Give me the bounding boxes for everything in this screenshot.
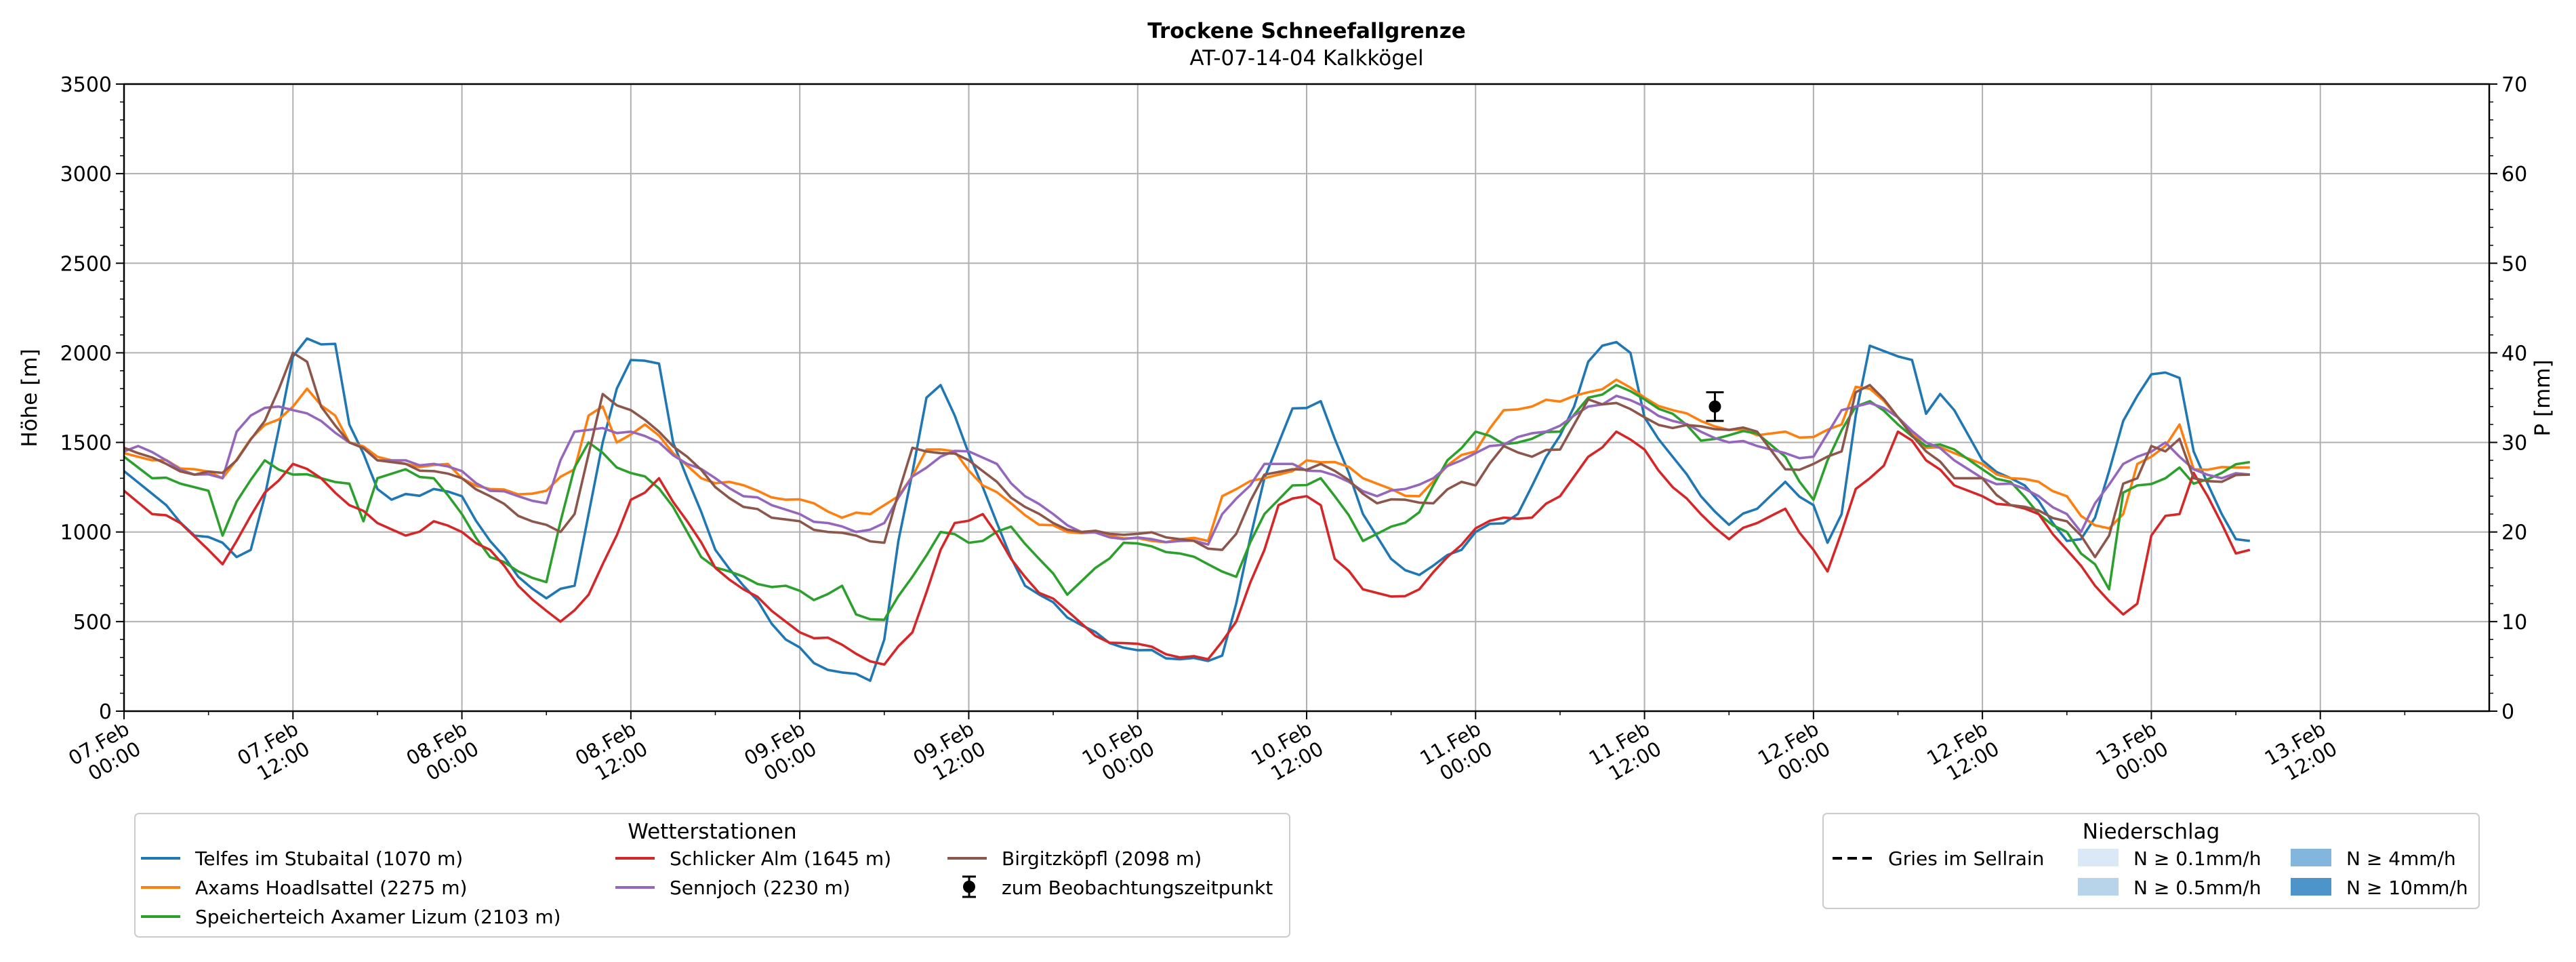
legend-precip-label: N ≥ 0.5mm/h — [2133, 877, 2261, 899]
legend-precip-label: N ≥ 0.1mm/h — [2133, 847, 2261, 870]
y-right-tick-label: 10 — [2501, 611, 2527, 635]
y-axis-right-label: P [mm] — [2531, 359, 2555, 436]
legend-observation-label: zum Beobachtungszeitpunkt — [1002, 877, 1273, 899]
y-right-tick-label: 60 — [2501, 163, 2527, 186]
series-line-1 — [123, 337, 2251, 682]
grid — [123, 83, 2489, 712]
y-axis-label: Höhe [m] — [18, 348, 42, 447]
legend-observation-marker — [963, 881, 975, 893]
legend-stations-frame — [134, 813, 1290, 938]
legend-precip-label: N ≥ 4mm/h — [2346, 847, 2456, 870]
y-right-tick-label: 0 — [2501, 700, 2514, 724]
legend-station-label: Axams Hoadlsattel (2275 m) — [195, 877, 467, 899]
series-line-3 — [123, 384, 2251, 622]
legend-stations-title: Wetterstationen — [628, 820, 796, 844]
y-tick-label: 3500 — [60, 73, 112, 97]
series-line-5 — [123, 395, 2250, 546]
observation-point — [1709, 400, 1721, 413]
y-tick-label: 3000 — [60, 163, 112, 186]
legend-precipitation: Niederschlag Gries im Sellrain N ≥ 0.1mm/… — [1822, 813, 2480, 909]
legend-precip-label: Gries im Sellrain — [1888, 847, 2044, 870]
y-tick-label: 500 — [73, 611, 112, 635]
y-tick-label: 2500 — [60, 252, 112, 276]
legend-station-label: Schlicker Alm (1645 m) — [670, 847, 891, 870]
chart-title: Trockene Schneefallgrenze — [1147, 19, 1466, 43]
y-right-tick-label: 40 — [2501, 342, 2527, 365]
legend-precip-swatch — [2078, 849, 2119, 866]
legend-precip-swatch — [2078, 878, 2119, 896]
axes: 0 500 1000 1500 2000 2500 3000 3500 0 10 20 30 40 50 6… — [60, 73, 2528, 786]
series-line-4 — [123, 430, 2251, 666]
y-tick-label: 1500 — [60, 432, 112, 456]
y-right-tick-label: 30 — [2501, 432, 2527, 456]
series-line-6 — [123, 351, 2250, 559]
legend-station-label: Sennjoch (2230 m) — [670, 877, 851, 899]
y-tick-label: 1000 — [60, 521, 112, 545]
legend-precip-title: Niederschlag — [2083, 820, 2220, 844]
legend-station-label: Telfes im Stubaital (1070 m) — [195, 847, 463, 870]
y-tick-label: 2000 — [60, 342, 112, 365]
legend-precip-swatch — [2291, 878, 2331, 896]
series-line-2 — [123, 378, 2250, 544]
y-right-tick-label: 70 — [2501, 73, 2527, 97]
series-lines — [123, 337, 2251, 682]
legend-precip-swatch — [2291, 849, 2331, 866]
observation-markers — [1706, 391, 1724, 422]
legend-station-label: Birgitzköpfl (2098 m) — [1002, 847, 1202, 870]
y-right-tick-label: 50 — [2501, 252, 2527, 276]
y-tick-label: 0 — [99, 700, 112, 724]
legend-precip-label: N ≥ 10mm/h — [2346, 877, 2468, 899]
y-right-tick-label: 20 — [2501, 521, 2527, 545]
chart-subtitle: AT-07-14-04 Kalkkögel — [1189, 46, 1423, 71]
legend-stations: Wetterstationen Telfes im Stubaital (107… — [134, 813, 1290, 938]
legend-station-label: Speicherteich Axamer Lizum (2103 m) — [195, 906, 561, 928]
